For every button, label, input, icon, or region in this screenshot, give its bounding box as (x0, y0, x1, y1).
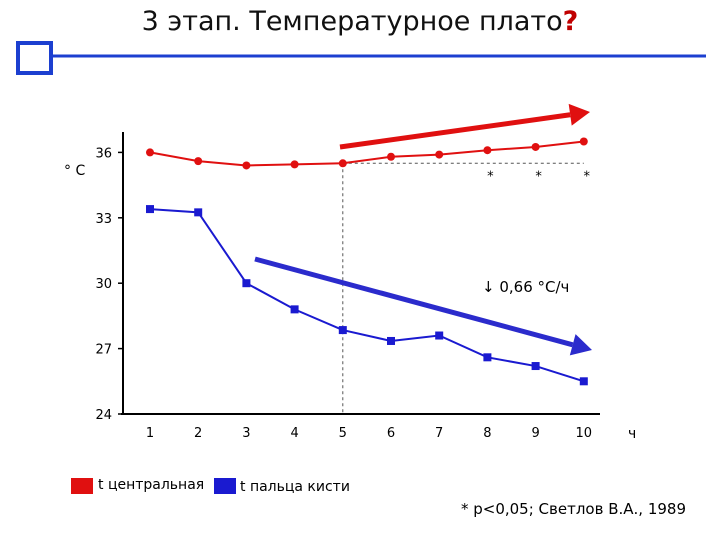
data-point (483, 146, 492, 155)
question-mark-icon: ? (562, 6, 579, 37)
data-point (531, 142, 540, 151)
x-tick-label: 6 (387, 426, 395, 441)
x-unit-label: ч (628, 426, 636, 442)
series-line-1 (149, 208, 585, 383)
data-point (387, 152, 395, 161)
data-point (387, 336, 395, 345)
y-unit-label: ° С (64, 163, 85, 179)
data-point (338, 159, 347, 168)
data-point (242, 161, 251, 170)
corner-square-icon (16, 41, 53, 75)
x-tick-label: 3 (242, 426, 250, 441)
significance-asterisk: * (584, 169, 591, 184)
y-tick-label: 24 (95, 408, 112, 423)
data-point (146, 148, 154, 157)
data-point (146, 205, 154, 214)
significance-asterisk: * (487, 169, 494, 184)
y-tick-label: 33 (95, 212, 112, 227)
data-point (483, 353, 492, 362)
x-tick-label: 10 (576, 426, 593, 441)
title-text: 3 этап. Температурное плато (141, 6, 563, 37)
data-point (290, 305, 299, 314)
data-point (242, 279, 251, 288)
x-tick-label: 8 (483, 426, 491, 441)
slide-title: 3 этап. Температурное плато? (0, 6, 720, 37)
arrow-shaft (339, 112, 571, 150)
y-tick-label: 36 (95, 146, 112, 161)
footnote: * p<0,05; Светлов В.А., 1989 (460, 500, 686, 518)
legend-swatch-central (71, 478, 93, 494)
data-point (435, 150, 444, 159)
x-tick-label: 2 (194, 426, 202, 441)
red-trend-arrow (339, 103, 590, 150)
data-point (290, 160, 299, 169)
legend-label-finger: t пальца кисти (240, 479, 350, 495)
data-point (579, 137, 588, 146)
arrow-head (568, 103, 590, 126)
data-point (435, 331, 444, 340)
data-point (194, 157, 203, 166)
x-tick-label: 1 (146, 426, 154, 441)
rate-label: ↓ 0,66 °С/ч (482, 278, 569, 296)
arrow-head (569, 334, 592, 356)
blue-trend-arrow (254, 256, 592, 356)
data-point (338, 326, 347, 335)
data-point (194, 208, 203, 217)
data-point (579, 377, 588, 386)
arrow-shaft (254, 256, 574, 348)
x-tick-label: 5 (339, 426, 347, 441)
y-tick-label: 30 (95, 277, 112, 292)
y-tick-label: 27 (95, 343, 112, 358)
significance-asterisk: * (535, 169, 542, 184)
legend-label-central: t центральная (98, 477, 205, 493)
data-point (531, 362, 540, 371)
x-tick-label: 7 (435, 426, 443, 441)
x-tick-label: 4 (290, 426, 298, 441)
legend-swatch-finger (214, 478, 236, 494)
x-tick-label: 9 (531, 426, 539, 441)
series-line-0 (149, 140, 584, 167)
